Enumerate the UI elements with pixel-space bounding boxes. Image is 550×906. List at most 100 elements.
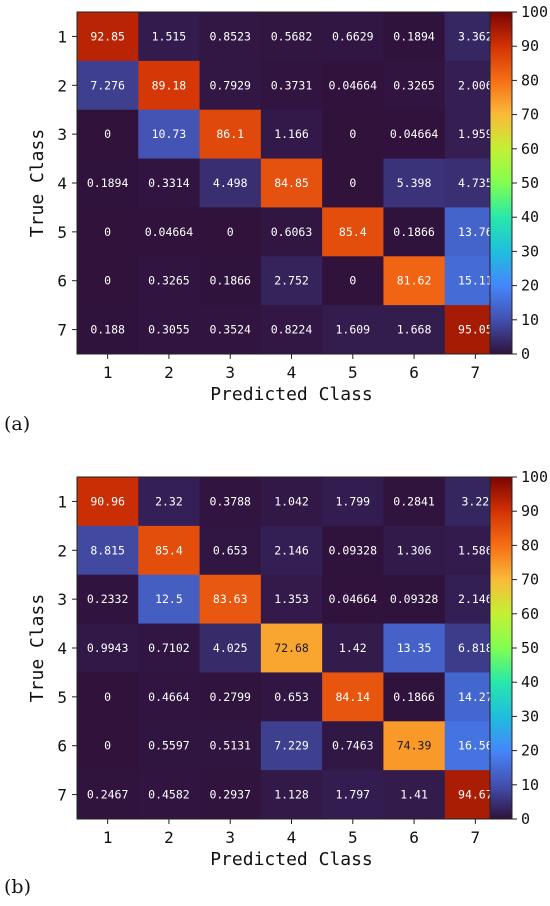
cell-value-label: 85.4 — [155, 543, 183, 557]
x-tick-label: 4 — [287, 828, 297, 847]
cell-value-label: 1.42 — [339, 641, 367, 655]
heatmap-cell — [260, 256, 323, 306]
cell-value-label: 0.3731 — [271, 78, 313, 92]
colorbar-tick-label: 70 — [521, 571, 539, 589]
colorbar-tick-label: 10 — [521, 776, 539, 794]
x-tick-label: 3 — [225, 363, 235, 382]
heatmap-cell — [138, 721, 201, 771]
heatmap-cell — [260, 158, 323, 208]
heatmap-cell — [77, 574, 139, 625]
colorbar-tick-label: 20 — [521, 742, 539, 760]
y-axis-label: True Class — [27, 594, 48, 702]
cell-value-label: 0.1894 — [393, 29, 435, 43]
colorbar-tick-label: 80 — [521, 536, 539, 554]
cell-value-label: 0 — [104, 225, 111, 239]
y-tick-label: 7 — [57, 786, 67, 805]
colorbar-tick-label: 0 — [521, 345, 530, 363]
cell-value-label: 1.306 — [397, 543, 432, 557]
cell-value-label: 86.1 — [216, 127, 244, 141]
x-tick-label: 5 — [348, 828, 358, 847]
cell-value-label: 89.18 — [152, 78, 187, 92]
x-tick-label: 7 — [471, 363, 481, 382]
cell-value-label: 0.6063 — [271, 225, 313, 239]
cell-value-label: 0.1866 — [393, 690, 435, 704]
heatmap-cell — [383, 477, 446, 527]
confusion-matrix-b: 90.96 2.32 0.3788 1.042 1.799 0.2841 3.22 8.815… — [0, 462, 550, 906]
cell-value-label: 1.609 — [335, 323, 370, 337]
cell-value-label: 7.229 — [274, 739, 309, 753]
colorbar-tick-label: 100 — [521, 468, 548, 486]
cell-value-label: 1.515 — [152, 29, 187, 43]
heatmap-cell — [260, 623, 323, 673]
heatmap-cell — [199, 477, 262, 527]
x-tick-label: 3 — [225, 828, 235, 847]
cell-value-label: 0 — [104, 690, 111, 704]
cell-value-label: 15.11 — [458, 274, 493, 288]
heatmap-cell — [322, 623, 384, 673]
heatmap-cell — [322, 525, 384, 576]
y-tick-label: 2 — [57, 76, 67, 95]
colorbar-tick-label: 70 — [521, 106, 539, 124]
cell-value-label: 85.4 — [339, 225, 367, 239]
cell-value-label: 0 — [104, 127, 111, 141]
cell-value-label: 1.41 — [400, 788, 428, 802]
cell-value-label: 0.7463 — [332, 739, 374, 753]
heatmap-cell — [77, 305, 139, 355]
heatmap-cell — [77, 256, 139, 306]
cell-value-label: 0.8523 — [209, 29, 251, 43]
heatmap-cell — [322, 158, 384, 208]
cell-value-label: 0.4664 — [148, 690, 190, 704]
cell-value-label: 0.1866 — [209, 274, 251, 288]
cell-value-label: 0.3788 — [209, 494, 251, 508]
heatmap-cell — [138, 477, 201, 527]
heatmap-cell — [260, 305, 323, 355]
heatmap-cell — [77, 477, 139, 527]
y-tick-label: 1 — [57, 492, 67, 511]
cell-value-label: 0.04664 — [329, 78, 378, 92]
cell-value-label: 0.653 — [213, 543, 248, 557]
cell-value-label: 2.146 — [274, 543, 309, 557]
cell-value-label: 95.05 — [458, 323, 493, 337]
cell-value-label: 72.68 — [274, 641, 309, 655]
heatmap-cell — [383, 574, 446, 625]
heatmap-cell — [199, 109, 262, 160]
cell-value-label: 4.735 — [458, 176, 493, 190]
heatmap-cell — [260, 770, 323, 820]
heatmap-cell — [199, 525, 262, 576]
cell-value-label: 0.2332 — [87, 592, 129, 606]
x-tick-label: 4 — [287, 363, 297, 382]
heatmap-cell — [199, 770, 262, 820]
y-tick-label: 3 — [57, 125, 67, 144]
cell-value-label: 3.22 — [462, 494, 490, 508]
heatmap-cells-0: 92.85 1.515 0.8523 0.5682 0.6629 0.1894 3.362 7… — [77, 12, 507, 355]
y-tick-label: 5 — [57, 223, 67, 242]
cell-value-label: 0 — [349, 274, 356, 288]
heatmap-cell — [383, 770, 446, 820]
heatmap-cell — [138, 109, 201, 160]
cell-value-label: 0 — [104, 739, 111, 753]
heatmap-cell — [383, 305, 446, 355]
colorbar-tick-label: 0 — [521, 810, 530, 828]
cell-value-label: 0.5597 — [148, 739, 190, 753]
colorbar-tick-label: 60 — [521, 605, 539, 623]
cell-value-label: 0.3314 — [148, 176, 190, 190]
cell-value-label: 4.025 — [213, 641, 248, 655]
cell-value-label: 0.3524 — [209, 323, 251, 337]
heatmap-cell — [322, 256, 384, 306]
y-tick-label: 6 — [57, 737, 67, 756]
x-axis-label: Predicted Class — [210, 849, 373, 870]
heatmap-cell — [138, 770, 201, 820]
heatmap-cell — [77, 109, 139, 160]
heatmap-cell — [322, 12, 384, 62]
heatmap-cell — [322, 770, 384, 820]
cell-value-label: 0.5682 — [271, 29, 313, 43]
colorbar — [489, 11, 513, 355]
cell-value-label: 0.653 — [274, 690, 309, 704]
cell-value-label: 0.5131 — [209, 739, 251, 753]
cell-value-label: 0.3265 — [148, 274, 190, 288]
colorbar-tick-label: 10 — [521, 311, 539, 329]
heatmap-cell — [260, 60, 323, 111]
y-tick-label: 6 — [57, 272, 67, 291]
cell-value-label: 1.166 — [274, 127, 309, 141]
cell-value-label: 16.56 — [458, 739, 493, 753]
